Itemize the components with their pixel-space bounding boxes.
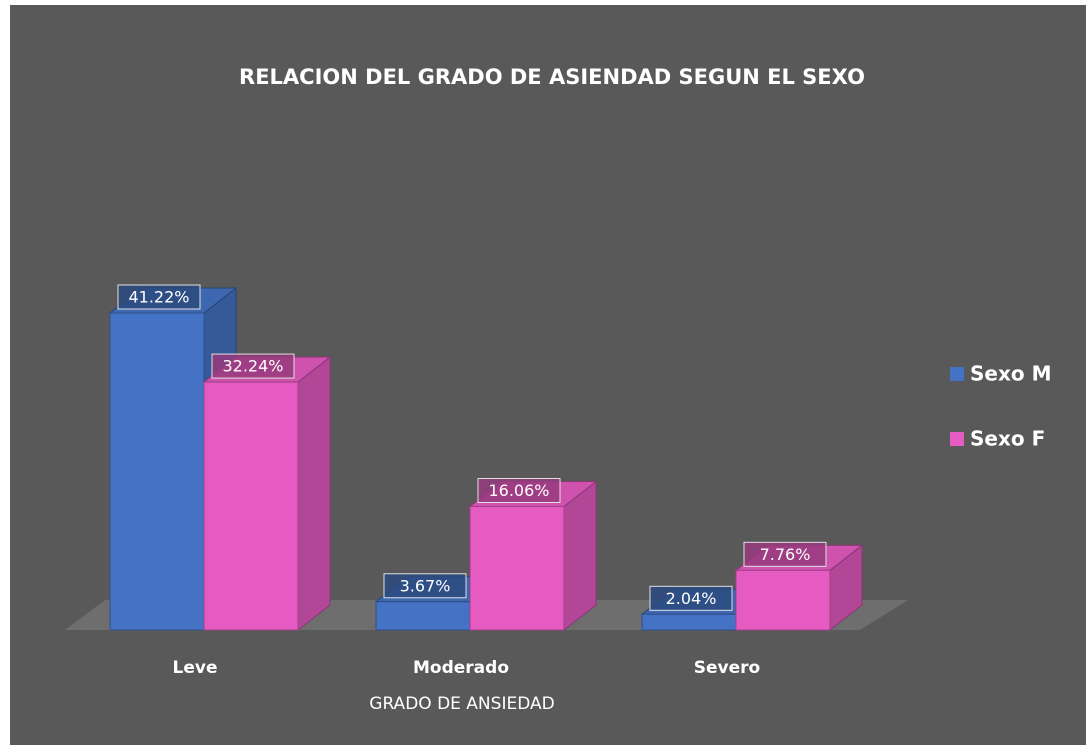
value-label: 16.06% [488,481,549,500]
value-label: 7.76% [760,545,811,564]
bar [641,613,737,631]
bar [109,312,205,631]
x-axis-label: GRADO DE ANSIEDAD [369,694,554,714]
legend-label: Sexo F [970,427,1045,451]
x-tick-label: Leve [173,658,218,678]
value-label-box [383,573,467,599]
bar-side [563,480,597,632]
chart-title: RELACION DEL GRADO DE ASIENDAD SEGUN EL … [239,65,865,89]
legend-swatch [950,432,964,446]
bar-side [297,356,331,632]
value-label: 3.67% [400,576,451,595]
legend-label: Sexo M [970,362,1051,386]
value-label-box [743,541,827,567]
bar [203,381,299,631]
value-label: 2.04% [666,589,717,608]
bar [469,505,565,631]
bar [375,601,471,631]
value-label-box [649,585,733,611]
value-label: 41.22% [128,288,189,307]
legend-swatch [950,367,964,381]
value-label: 32.24% [222,357,283,376]
value-label-box [117,284,201,310]
value-label-box [477,477,561,503]
bar [735,569,831,631]
value-label-box [211,353,295,379]
x-tick-label: Moderado [413,658,509,678]
x-tick-label: Severo [694,658,760,678]
